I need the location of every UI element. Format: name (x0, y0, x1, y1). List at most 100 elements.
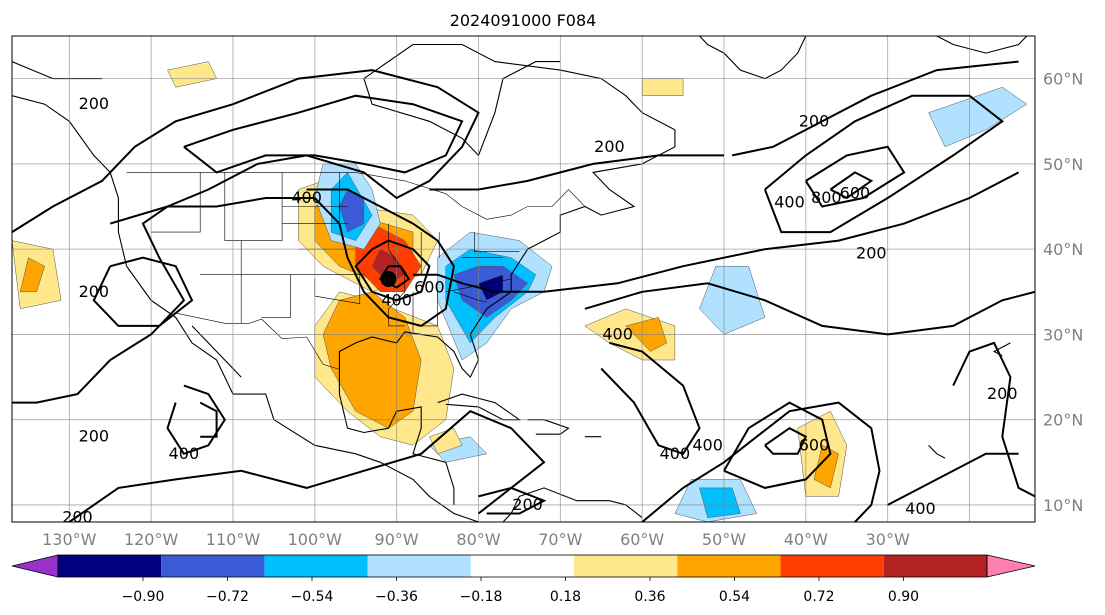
colorbar-tick-label: 0.18 (550, 589, 581, 605)
coastline (699, 36, 807, 80)
colorbar-bin (677, 555, 781, 577)
contour-label: 200 (856, 243, 887, 262)
contour-label: 400 (774, 192, 805, 211)
shading-region (928, 86, 1028, 148)
latitude-label: 50°N (1043, 155, 1083, 174)
longitude-label: 60°W (620, 530, 664, 549)
colorbar-bin (367, 555, 471, 577)
longitude-tick-labels: 130°W 120°W 110°W 100°W 90°W 80°W 70°W 60°W 50°W… (42, 530, 910, 549)
border-line (417, 291, 438, 327)
contour-line (354, 239, 431, 302)
contour-line (641, 401, 881, 522)
contour-line (804, 145, 906, 208)
coastline (191, 325, 242, 378)
coastline (519, 487, 643, 519)
border-line (175, 312, 340, 370)
contour-label: 200 (512, 495, 543, 514)
contour-label: 600 (799, 435, 830, 454)
contour-label: 400 (602, 324, 633, 343)
colorbar-bin (883, 555, 987, 577)
contour-line (887, 452, 1019, 506)
contour-line (183, 94, 464, 174)
colorbar-bin (574, 555, 678, 577)
contour-label: 400 (660, 444, 691, 463)
latitude-label: 40°N (1043, 240, 1083, 259)
longitude-label: 130°W (42, 530, 97, 549)
contour-line (109, 188, 455, 327)
colorbar-bin (161, 555, 265, 577)
latitude-label: 30°N (1043, 325, 1083, 344)
contour-line (731, 60, 1019, 157)
longitude-label: 70°W (538, 530, 582, 549)
colorbar-tick-label: −0.18 (460, 589, 503, 605)
colorbar-bin (264, 555, 368, 577)
contour-label: 200 (79, 94, 110, 113)
colorbar-tick-label: 0.90 (888, 589, 919, 605)
colorbar-tick-label: −0.36 (375, 589, 418, 605)
colorbar-outline (57, 554, 988, 578)
shading-region (641, 78, 684, 96)
contour-label: 800 (811, 188, 842, 207)
contour-label: 600 (414, 278, 445, 297)
latitude-label: 10°N (1043, 496, 1083, 515)
height-contours (12, 60, 1035, 522)
contour-label: 400 (169, 444, 200, 463)
latitude-label: 20°N (1043, 411, 1083, 430)
longitude-label: 90°W (375, 530, 419, 549)
coastline (338, 368, 455, 505)
colorbar: −0.90 −0.72 −0.54 −0.36 −0.18 0.18 0.36 0.54 0.7… (11, 554, 1036, 605)
colorbar-under-triangle (11, 554, 59, 578)
latitude-tick-labels: 60°N 50°N 40°N 30°N 20°N 10°N (1043, 70, 1083, 515)
border-line (126, 172, 586, 220)
longitude-label: 80°W (456, 530, 500, 549)
shading-region (699, 265, 766, 335)
colorbar-tick-label: 0.54 (719, 589, 750, 605)
colorbar-tick-label: −0.90 (122, 589, 165, 605)
contour-line (600, 341, 701, 456)
contour-line (763, 94, 1004, 234)
shading-region (699, 487, 741, 518)
coastline (338, 43, 676, 379)
map-frame (11, 35, 1036, 523)
contour-line (478, 486, 547, 515)
contour-label: 400 (905, 499, 936, 518)
longitude-label: 40°W (784, 530, 828, 549)
contour-label: 400 (381, 290, 412, 309)
contour-label: 200 (79, 282, 110, 301)
latitude-label: 60°N (1043, 70, 1083, 89)
contour-line (829, 171, 874, 200)
contour-line (12, 69, 480, 404)
colorbar-tick-label: 0.36 (634, 589, 665, 605)
longitude-label: 100°W (288, 530, 343, 549)
contour-label: 200 (62, 508, 93, 527)
colorbar-bin (470, 555, 575, 577)
storm-center-marker (380, 271, 397, 287)
contour-line (166, 384, 226, 456)
contour-label: 200 (79, 427, 110, 446)
coastline (936, 36, 1028, 54)
contour-line (413, 171, 1020, 293)
contour-line (723, 401, 832, 489)
colorbar-bin (780, 555, 884, 577)
longitude-label: 30°W (866, 530, 910, 549)
map-title: 2024091000 F084 (450, 11, 597, 30)
colorbar-bin (58, 555, 162, 577)
contour-label: 200 (799, 111, 830, 130)
contour-line (952, 341, 1035, 498)
contour-label: 200 (594, 137, 625, 156)
border-line (261, 274, 291, 318)
longitude-label: 120°W (124, 530, 179, 549)
gridlines (12, 36, 1035, 522)
longitude-label: 50°W (702, 530, 746, 549)
contour-label: 400 (291, 188, 322, 207)
contour-line (764, 427, 808, 455)
contour-label: 600 (840, 184, 871, 203)
contour-label: 400 (692, 435, 723, 454)
shading-region (19, 257, 46, 293)
colorbar-tick-label: 0.72 (803, 589, 834, 605)
longitude-label: 110°W (206, 530, 261, 549)
contour-line (584, 282, 1035, 336)
contour-line (199, 401, 218, 438)
